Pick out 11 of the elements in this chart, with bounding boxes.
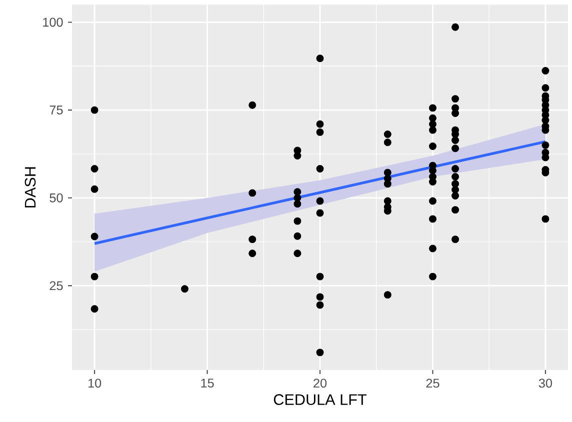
- x-tick-label: 10: [88, 378, 102, 388]
- y-axis-title: DASH: [24, 167, 36, 208]
- x-tick-label: 15: [201, 378, 214, 388]
- x-tick-label: 25: [426, 378, 440, 388]
- x-axis-title: CEDULA LFT: [274, 394, 366, 406]
- x-tick-label: 20: [314, 378, 327, 388]
- x-tick-label: 30: [538, 378, 552, 388]
- y-tick-label: 50: [50, 193, 63, 202]
- y-tick-label: 75: [50, 106, 63, 114]
- y-tick-label: 25: [50, 281, 63, 290]
- y-tick-label: 100: [43, 18, 63, 27]
